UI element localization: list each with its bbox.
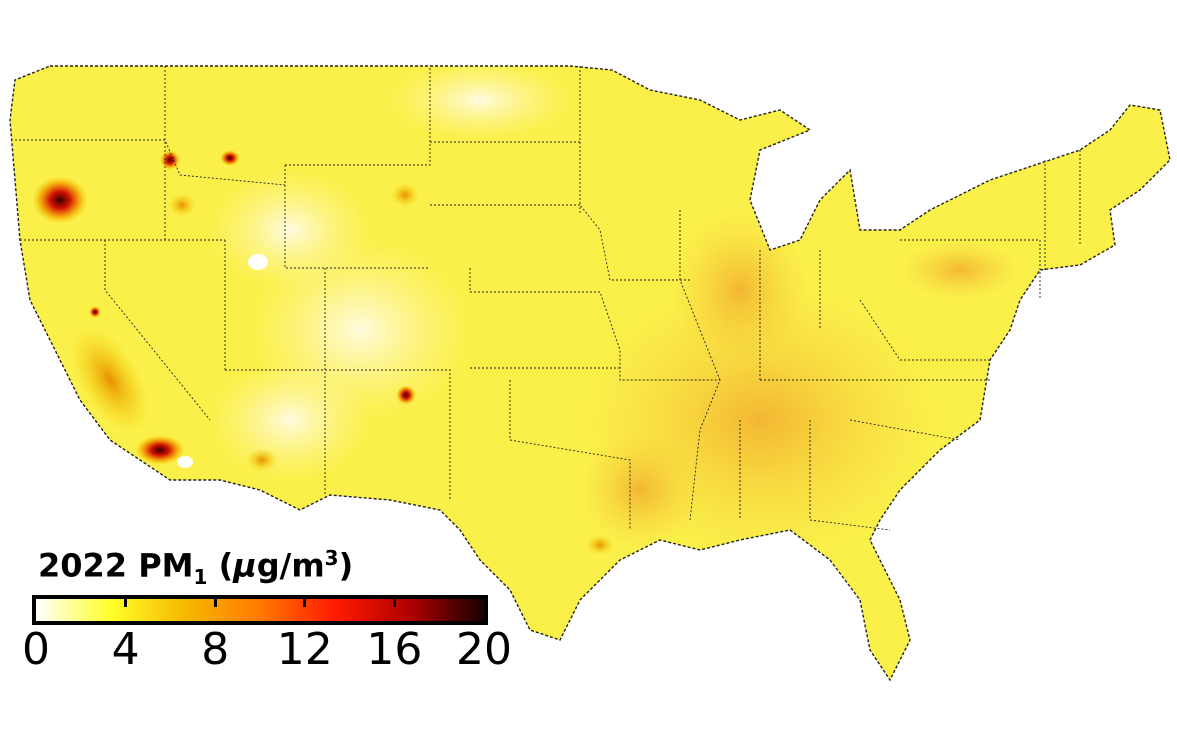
- pollution-overlay: [32, 66, 1020, 560]
- colorbar-title-close-paren: ): [338, 546, 354, 585]
- colorbar-tick-mark: [303, 599, 307, 607]
- idaho-south-hotspot: [168, 193, 196, 217]
- montana-idaho-hotspot: [220, 150, 240, 166]
- colorbar-tick-mark: [213, 599, 217, 607]
- nevada-hotspot: [89, 306, 101, 318]
- illinois-elevated-region: [670, 210, 810, 370]
- pale-region-arizona: [210, 360, 370, 480]
- pennsylvania-elevated-region: [900, 240, 1020, 300]
- salt-lake-white-area: [248, 254, 268, 270]
- california-central-valley-hotspot: [70, 325, 150, 435]
- colorbar-tick-mark: [124, 599, 128, 607]
- louisiana-elevated-region: [580, 430, 700, 550]
- colorbar-title-subscript: 1: [193, 565, 208, 590]
- wyoming-hotspot: [391, 183, 419, 207]
- oregon-hotspot: [32, 176, 88, 224]
- pale-region-wyoming: [210, 170, 370, 290]
- colorbar-tick-label: 8: [201, 624, 230, 675]
- colorbar: [32, 595, 488, 625]
- pale-region-north-dakota: [390, 66, 570, 140]
- colorbar-title-unit: g/m: [256, 546, 325, 585]
- colorbar-tick-label: 16: [366, 624, 423, 675]
- colorbar-tick-label: 12: [276, 624, 333, 675]
- colorbar-tick-label: 4: [111, 624, 140, 675]
- idaho-hotspot: [160, 150, 180, 170]
- colorbar-title-exponent: 3: [324, 546, 339, 570]
- colorbar-title-year: 2022 PM: [38, 546, 194, 585]
- colorbar-tick-label: 20: [456, 624, 512, 675]
- colorbar-title-mu: μ: [233, 546, 257, 585]
- new-mexico-hotspot: [396, 385, 416, 405]
- houston-hotspot: [586, 535, 614, 555]
- salton-white-area: [177, 456, 193, 468]
- colorbar-title-open-paren: (: [207, 546, 234, 585]
- phoenix-hotspot: [246, 448, 278, 472]
- colorbar-title: 2022 PM1 (μg/m3): [38, 546, 353, 589]
- state-borders: [15, 66, 1081, 531]
- colorbar-tick-label: 0: [22, 624, 50, 675]
- los-angeles-hotspot: [135, 435, 185, 465]
- colorbar-tick-mark: [392, 599, 396, 607]
